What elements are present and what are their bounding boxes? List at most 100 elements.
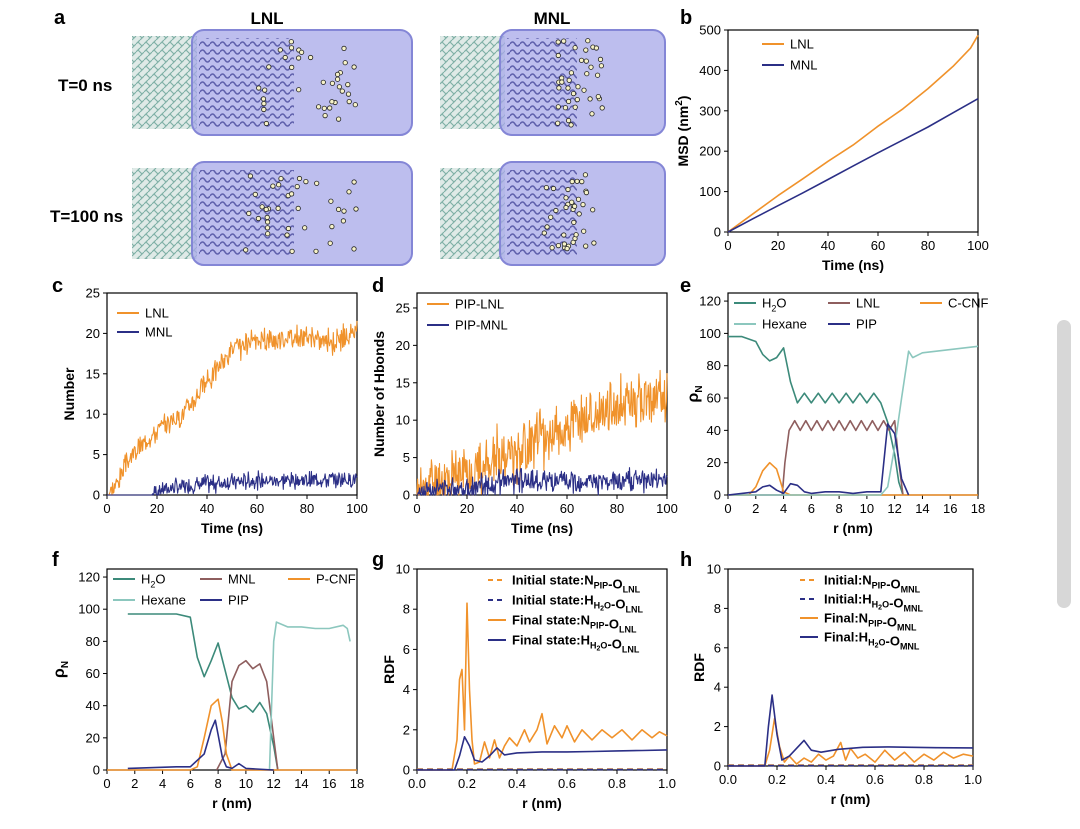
y-tick-label: 0 — [403, 488, 410, 503]
x-tick-label: 0.4 — [817, 772, 835, 787]
chart-c: c 0 20 40 60 80 100 0 5 10 15 20 25 Time (ns) Number LN… — [52, 275, 368, 536]
pip-molecule — [288, 45, 295, 51]
chart-e: e 0 2 4 6 8 10 12 14 16 18 0 20 40 60 80 100 120 r (nm) ρN H… — [680, 275, 988, 536]
x-axis-title: Time (ns) — [511, 520, 573, 536]
pip-molecule — [553, 207, 559, 214]
y-axis-title: RDF — [381, 655, 397, 684]
series-line — [107, 320, 358, 496]
y-tick-label: 2 — [403, 722, 410, 737]
x-tick-label: 0.8 — [608, 776, 626, 791]
chart-b: b 0 20 40 60 80 100 0 100 200 300 400 500 Time (ns) MS… — [674, 7, 989, 273]
y-tick-label: 8 — [403, 602, 410, 617]
x-tick-label: 2 — [131, 776, 138, 791]
x-axis-title: r (nm) — [522, 795, 562, 811]
y-tick-label: 20 — [86, 730, 100, 745]
y-tick-label: 120 — [699, 294, 721, 309]
x-tick-label: 6 — [808, 501, 815, 516]
pip-molecule — [320, 79, 326, 85]
pip-molecule — [260, 96, 267, 102]
y-tick-label: 4 — [403, 682, 410, 697]
x-tick-label: 0.2 — [458, 776, 476, 791]
pip-molecule — [289, 248, 295, 254]
series-line — [727, 423, 910, 496]
legend-label: Initial state:NPIP-OLNL — [512, 573, 641, 595]
series-line — [416, 467, 668, 496]
x-tick-label: 18 — [350, 776, 364, 791]
x-axis-title: r (nm) — [833, 520, 873, 536]
pip-molecule — [334, 71, 341, 78]
y-tick-label: 5 — [93, 447, 100, 462]
pip-molecule — [572, 45, 578, 51]
pip-molecule — [321, 105, 327, 111]
x-tick-label: 6 — [187, 776, 194, 791]
x-tick-label: 4 — [780, 501, 787, 516]
pip-molecule — [589, 111, 595, 117]
pip-molecule — [572, 104, 578, 110]
series-line — [127, 719, 274, 771]
legend-label: Final state:HH2O-OLNL — [512, 633, 640, 655]
x-tick-label: 12 — [887, 501, 901, 516]
y-tick-label: 6 — [714, 640, 721, 655]
pip-molecule — [329, 99, 335, 105]
series-line — [728, 419, 904, 496]
x-tick-label: 40 — [200, 501, 214, 516]
x-tick-label: 14 — [294, 776, 308, 791]
hexane-region — [440, 168, 505, 259]
x-tick-label: 100 — [967, 238, 989, 253]
y-tick-label: 20 — [707, 455, 721, 470]
pip-molecule — [264, 219, 271, 225]
pip-molecule — [583, 47, 589, 53]
pip-molecule — [275, 205, 281, 211]
x-tick-label: 10 — [860, 501, 874, 516]
y-tick-label: 10 — [396, 562, 410, 577]
pip-molecule — [555, 243, 562, 249]
series-line — [268, 621, 351, 771]
legend-label: LNL — [145, 306, 169, 321]
series-line — [417, 735, 668, 771]
x-tick-label: 100 — [346, 501, 368, 516]
pip-molecule — [549, 245, 555, 251]
plot-frame — [106, 292, 358, 496]
y-tick-label: 40 — [86, 698, 100, 713]
pip-molecule — [322, 113, 328, 119]
pip-molecule — [561, 38, 567, 44]
hexane-region — [132, 168, 197, 259]
y-axis-title: ρN — [51, 661, 71, 678]
pip-molecule — [563, 204, 569, 211]
pip-molecule — [597, 56, 604, 63]
y-tick-label: 80 — [86, 634, 100, 649]
pip-molecule — [594, 72, 601, 78]
y-tick-label: 10 — [86, 407, 100, 422]
pip-molecule — [296, 87, 302, 93]
pip-molecule — [341, 45, 347, 52]
pip-molecule — [351, 179, 357, 185]
pip-molecule — [563, 195, 569, 201]
pip-molecule — [256, 85, 262, 91]
pip-molecule — [342, 60, 348, 66]
chart-d: d 0 20 40 60 80 100 0 5 10 15 20 25 Time (ns) Number o… — [371, 275, 678, 536]
row-label-t100: T=100 ns — [50, 207, 123, 226]
series-line — [416, 369, 668, 496]
legend-label: PIP — [228, 593, 249, 608]
x-tick-label: 0.2 — [768, 772, 786, 787]
pip-molecule — [588, 64, 594, 70]
legend-label: P-CNF — [316, 572, 356, 587]
series-line — [727, 34, 979, 233]
pip-molecule — [243, 247, 249, 253]
pip-molecule — [352, 102, 358, 108]
pip-molecule — [264, 214, 270, 220]
pip-molecule — [264, 225, 271, 231]
scrollbar[interactable] — [1057, 320, 1071, 608]
pip-molecule — [543, 185, 550, 191]
y-tick-label: 80 — [707, 358, 721, 373]
y-tick-label: 5 — [403, 450, 410, 465]
pip-molecule — [307, 54, 314, 61]
legend-label: MNL — [790, 58, 817, 73]
y-axis-title: Number — [61, 367, 77, 420]
series-line — [728, 345, 979, 496]
pip-molecule — [259, 204, 265, 210]
pip-molecule — [565, 98, 572, 105]
y-tick-label: 0 — [714, 759, 721, 774]
x-tick-label: 20 — [150, 501, 164, 516]
